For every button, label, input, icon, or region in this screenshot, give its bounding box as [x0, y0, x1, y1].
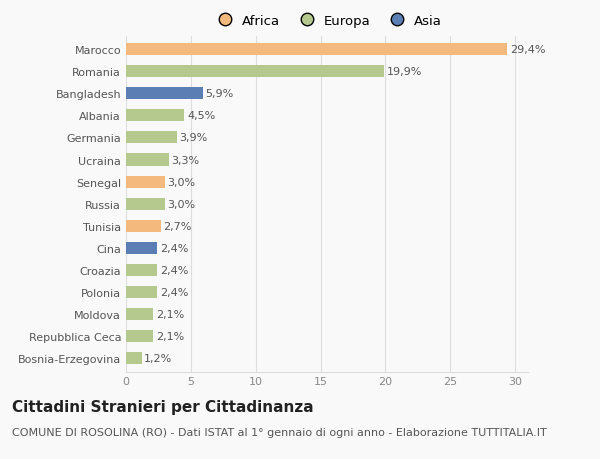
Text: 2,4%: 2,4%: [160, 243, 188, 253]
Bar: [126, 66, 384, 78]
Text: 2,4%: 2,4%: [160, 287, 188, 297]
Text: 3,9%: 3,9%: [179, 133, 208, 143]
Text: 1,2%: 1,2%: [144, 353, 172, 364]
Bar: [126, 220, 161, 232]
Text: Cittadini Stranieri per Cittadinanza: Cittadini Stranieri per Cittadinanza: [12, 399, 314, 414]
Bar: [126, 330, 153, 342]
Text: 2,1%: 2,1%: [156, 331, 184, 341]
Bar: [126, 154, 169, 166]
Text: 3,0%: 3,0%: [167, 199, 196, 209]
Bar: [126, 176, 165, 188]
Bar: [126, 353, 142, 364]
Bar: [126, 264, 157, 276]
Text: 2,4%: 2,4%: [160, 265, 188, 275]
Bar: [126, 132, 176, 144]
Text: 19,9%: 19,9%: [386, 67, 422, 77]
Text: COMUNE DI ROSOLINA (RO) - Dati ISTAT al 1° gennaio di ogni anno - Elaborazione T: COMUNE DI ROSOLINA (RO) - Dati ISTAT al …: [12, 427, 547, 437]
Text: 3,0%: 3,0%: [167, 177, 196, 187]
Bar: [126, 110, 184, 122]
Bar: [126, 242, 157, 254]
Text: 2,7%: 2,7%: [164, 221, 192, 231]
Bar: [126, 308, 153, 320]
Legend: Africa, Europa, Asia: Africa, Europa, Asia: [206, 10, 448, 34]
Bar: [126, 286, 157, 298]
Bar: [126, 198, 165, 210]
Text: 5,9%: 5,9%: [205, 89, 233, 99]
Text: 4,5%: 4,5%: [187, 111, 215, 121]
Text: 29,4%: 29,4%: [510, 45, 545, 55]
Text: 2,1%: 2,1%: [156, 309, 184, 319]
Text: 3,3%: 3,3%: [172, 155, 200, 165]
Bar: [126, 44, 507, 56]
Bar: [126, 88, 203, 100]
